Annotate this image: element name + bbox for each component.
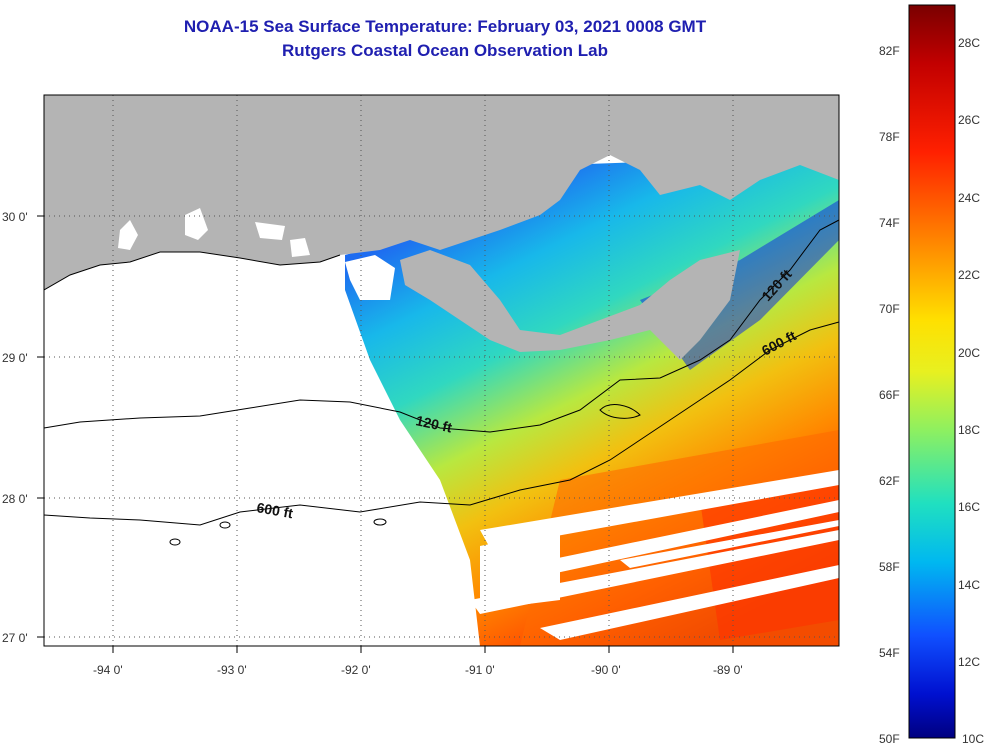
cb-c-label: 10C bbox=[962, 732, 984, 746]
colorbar-fahrenheit-labels: 82F 78F 74F 70F 66F 62F 58F 54F 50F bbox=[879, 44, 900, 746]
graticule bbox=[44, 95, 839, 646]
cb-f-label: 58F bbox=[879, 560, 900, 574]
map-frame bbox=[43, 94, 840, 647]
longitude-labels: -94 0' -93 0' -92 0' -91 0' -90 0' -89 0… bbox=[93, 663, 743, 677]
axis-ticks bbox=[37, 215, 734, 653]
lat-label: 28 0' bbox=[2, 492, 28, 506]
coastline bbox=[44, 251, 341, 291]
cb-f-label: 54F bbox=[879, 646, 900, 660]
cb-c-label: 20C bbox=[958, 346, 980, 360]
lat-label: 27 0' bbox=[2, 631, 28, 645]
lat-label: 29 0' bbox=[2, 351, 28, 365]
cb-f-label: 66F bbox=[879, 388, 900, 402]
cb-f-label: 82F bbox=[879, 44, 900, 58]
cb-c-label: 24C bbox=[958, 191, 980, 205]
lon-label: -93 0' bbox=[217, 663, 247, 677]
lon-label: -89 0' bbox=[713, 663, 743, 677]
lon-label: -90 0' bbox=[591, 663, 621, 677]
latitude-labels: 30 0' 29 0' 28 0' 27 0' bbox=[2, 210, 28, 645]
cb-f-label: 74F bbox=[879, 216, 900, 230]
colorbar-celsius-labels: 28C 26C 24C 22C 20C 18C 16C 14C 12C 10C bbox=[958, 36, 984, 746]
map-subtitle: Rutgers Coastal Ocean Observation Lab bbox=[282, 41, 608, 60]
cb-c-label: 18C bbox=[958, 423, 980, 437]
cb-c-label: 16C bbox=[958, 500, 980, 514]
cb-f-label: 50F bbox=[879, 732, 900, 746]
lon-label: -91 0' bbox=[465, 663, 495, 677]
map-title: NOAA-15 Sea Surface Temperature: Februar… bbox=[183, 17, 707, 36]
lat-label: 30 0' bbox=[2, 210, 28, 224]
contour-600ft bbox=[43, 321, 840, 526]
cloud-streaks bbox=[470, 470, 839, 640]
cb-f-label: 78F bbox=[879, 130, 900, 144]
contour-120ft bbox=[43, 219, 840, 433]
cb-c-label: 22C bbox=[958, 268, 980, 282]
lon-label: -94 0' bbox=[93, 663, 123, 677]
colorbar: 82F 78F 74F 70F 66F 62F 58F 54F 50F 28C … bbox=[879, 4, 984, 746]
map-plot-area bbox=[44, 95, 839, 646]
lon-label: -92 0' bbox=[341, 663, 371, 677]
bathymetry-contours bbox=[43, 219, 840, 546]
contour-label-600ft-west: 600 ft bbox=[255, 499, 294, 521]
cb-c-label: 28C bbox=[958, 36, 980, 50]
land-mass bbox=[44, 95, 839, 290]
cb-f-label: 62F bbox=[879, 474, 900, 488]
cb-c-label: 12C bbox=[958, 655, 980, 669]
cb-c-label: 14C bbox=[958, 578, 980, 592]
colorbar-gradient bbox=[908, 4, 956, 739]
cb-c-label: 26C bbox=[958, 113, 980, 127]
contour-label-120ft-west: 120 ft bbox=[414, 412, 453, 435]
cb-f-label: 70F bbox=[879, 302, 900, 316]
